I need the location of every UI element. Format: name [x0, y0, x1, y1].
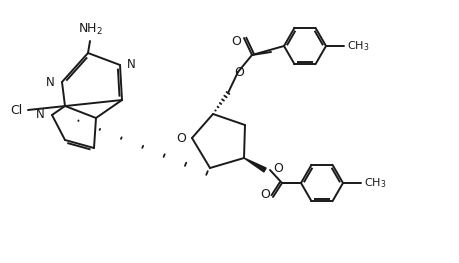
Text: O: O	[176, 133, 185, 145]
Text: N: N	[36, 109, 45, 122]
Text: O: O	[230, 35, 241, 48]
Polygon shape	[243, 158, 266, 172]
Text: NH$_2$: NH$_2$	[77, 22, 102, 37]
Text: O: O	[272, 163, 282, 175]
Text: N: N	[127, 58, 135, 72]
Text: CH$_3$: CH$_3$	[346, 39, 369, 53]
Text: O: O	[259, 188, 269, 201]
Text: CH$_3$: CH$_3$	[363, 176, 386, 190]
Text: O: O	[234, 67, 243, 79]
Text: Cl: Cl	[11, 104, 23, 117]
Text: N: N	[46, 75, 55, 89]
